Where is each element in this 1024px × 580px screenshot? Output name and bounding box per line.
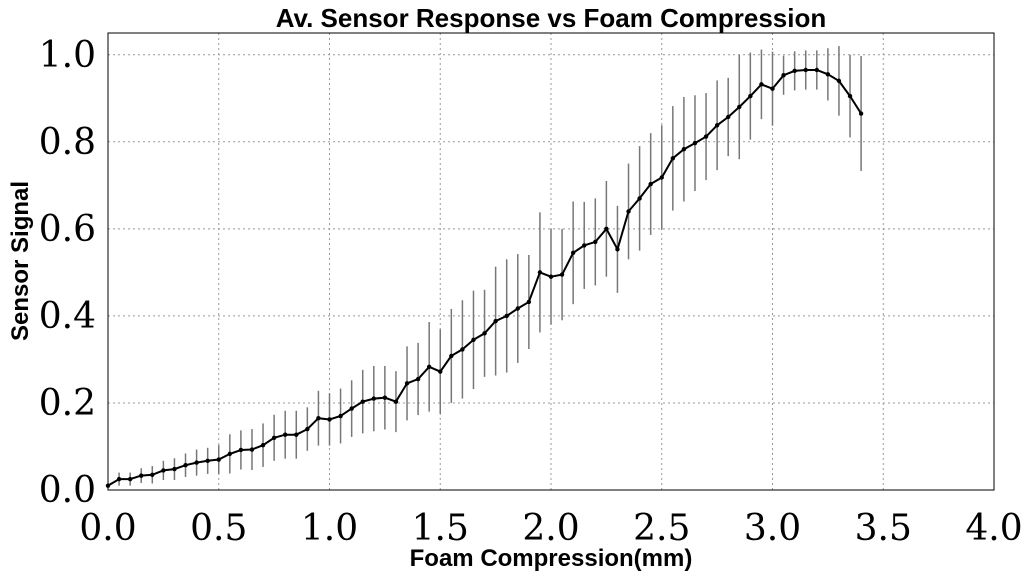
- data-point: [482, 331, 487, 336]
- data-point: [360, 399, 365, 404]
- y-tick-label: 0.8: [39, 122, 96, 163]
- data-point: [582, 243, 587, 248]
- x-tick-label: 2.0: [522, 508, 579, 549]
- x-tick-label: 1.0: [301, 508, 358, 549]
- data-point: [382, 395, 388, 400]
- data-point: [227, 451, 233, 457]
- y-tick-label: 0.2: [39, 383, 96, 424]
- x-tick-label: 0.0: [79, 508, 136, 549]
- data-point: [127, 476, 133, 482]
- chart-title: Av. Sensor Response vs Foam Compression: [276, 3, 827, 33]
- data-point: [105, 483, 111, 488]
- data-point: [703, 134, 709, 139]
- x-axis-label: Foam Compression(mm): [410, 545, 693, 572]
- x-tick-label: 3.5: [855, 508, 912, 549]
- data-point: [726, 114, 731, 120]
- data-point: [327, 417, 332, 422]
- data-point: [271, 435, 277, 440]
- data-point: [294, 432, 299, 437]
- data-point: [426, 364, 432, 370]
- y-tick-label: 0.0: [39, 470, 96, 511]
- data-point: [139, 473, 144, 478]
- data-point: [371, 396, 376, 401]
- data-point: [604, 226, 609, 232]
- data-point: [393, 399, 399, 404]
- data-point: [748, 93, 753, 99]
- data-points: [105, 67, 864, 488]
- data-point: [216, 457, 221, 462]
- data-point: [493, 318, 498, 324]
- data-point: [183, 462, 188, 468]
- data-point: [504, 313, 509, 319]
- data-point: [781, 73, 786, 78]
- data-point: [548, 274, 554, 279]
- data-point: [537, 270, 543, 275]
- error-bars: [107, 46, 862, 488]
- data-point: [172, 466, 177, 472]
- x-tick-label: 4.0: [965, 508, 1022, 549]
- x-tick-label: 1.5: [412, 508, 469, 549]
- data-point: [847, 93, 853, 99]
- data-point: [316, 415, 321, 421]
- data-point: [737, 104, 742, 110]
- data-point: [681, 147, 687, 152]
- data-point: [305, 426, 310, 432]
- data-point: [559, 272, 565, 277]
- data-point: [194, 460, 199, 465]
- data-point: [759, 82, 764, 87]
- data-point: [116, 476, 122, 482]
- data-point: [150, 472, 155, 477]
- data-point: [515, 306, 520, 311]
- y-tick-label: 1.0: [39, 35, 96, 76]
- y-tick-label: 0.4: [39, 296, 96, 337]
- data-point: [836, 78, 842, 84]
- data-point: [205, 458, 210, 464]
- data-point: [714, 123, 720, 128]
- data-point: [249, 447, 255, 452]
- data-point: [238, 447, 244, 453]
- data-point: [526, 299, 532, 305]
- data-point: [161, 468, 166, 473]
- y-tick-labels: 0.0 0.2 0.4 0.6 0.8 1.0: [39, 35, 96, 511]
- data-point: [260, 442, 266, 448]
- y-tick-label: 0.6: [39, 209, 96, 250]
- data-point: [692, 140, 698, 146]
- data-point: [659, 175, 664, 180]
- data-point: [858, 111, 864, 116]
- x-tick-label: 0.5: [190, 508, 247, 549]
- data-point: [415, 376, 421, 382]
- y-axis-label: Sensor Signal: [7, 181, 34, 341]
- data-point: [593, 239, 598, 245]
- data-point: [460, 347, 465, 352]
- data-point: [626, 209, 631, 214]
- x-tick-label: 3.0: [744, 508, 801, 549]
- data-point: [449, 353, 454, 359]
- data-point: [349, 406, 354, 411]
- series-line: [107, 69, 862, 487]
- x-tick-labels: 0.0 0.5 1.0 1.5 2.0 2.5 3.0 3.5 4.0: [79, 508, 1022, 549]
- data-point: [803, 67, 808, 73]
- data-point: [471, 337, 476, 343]
- data-point: [637, 196, 642, 201]
- data-point: [615, 247, 620, 252]
- data-point: [670, 156, 676, 161]
- x-tick-label: 2.5: [633, 508, 690, 549]
- data-point: [438, 369, 443, 374]
- data-point: [770, 86, 775, 91]
- data-point: [570, 250, 576, 255]
- data-point: [825, 72, 831, 77]
- data-point: [404, 381, 410, 386]
- data-point: [648, 181, 653, 187]
- plot-frame: [107, 32, 995, 491]
- data-point: [792, 68, 797, 74]
- data-point: [283, 432, 288, 437]
- data-point: [338, 413, 343, 419]
- data-point: [814, 67, 819, 73]
